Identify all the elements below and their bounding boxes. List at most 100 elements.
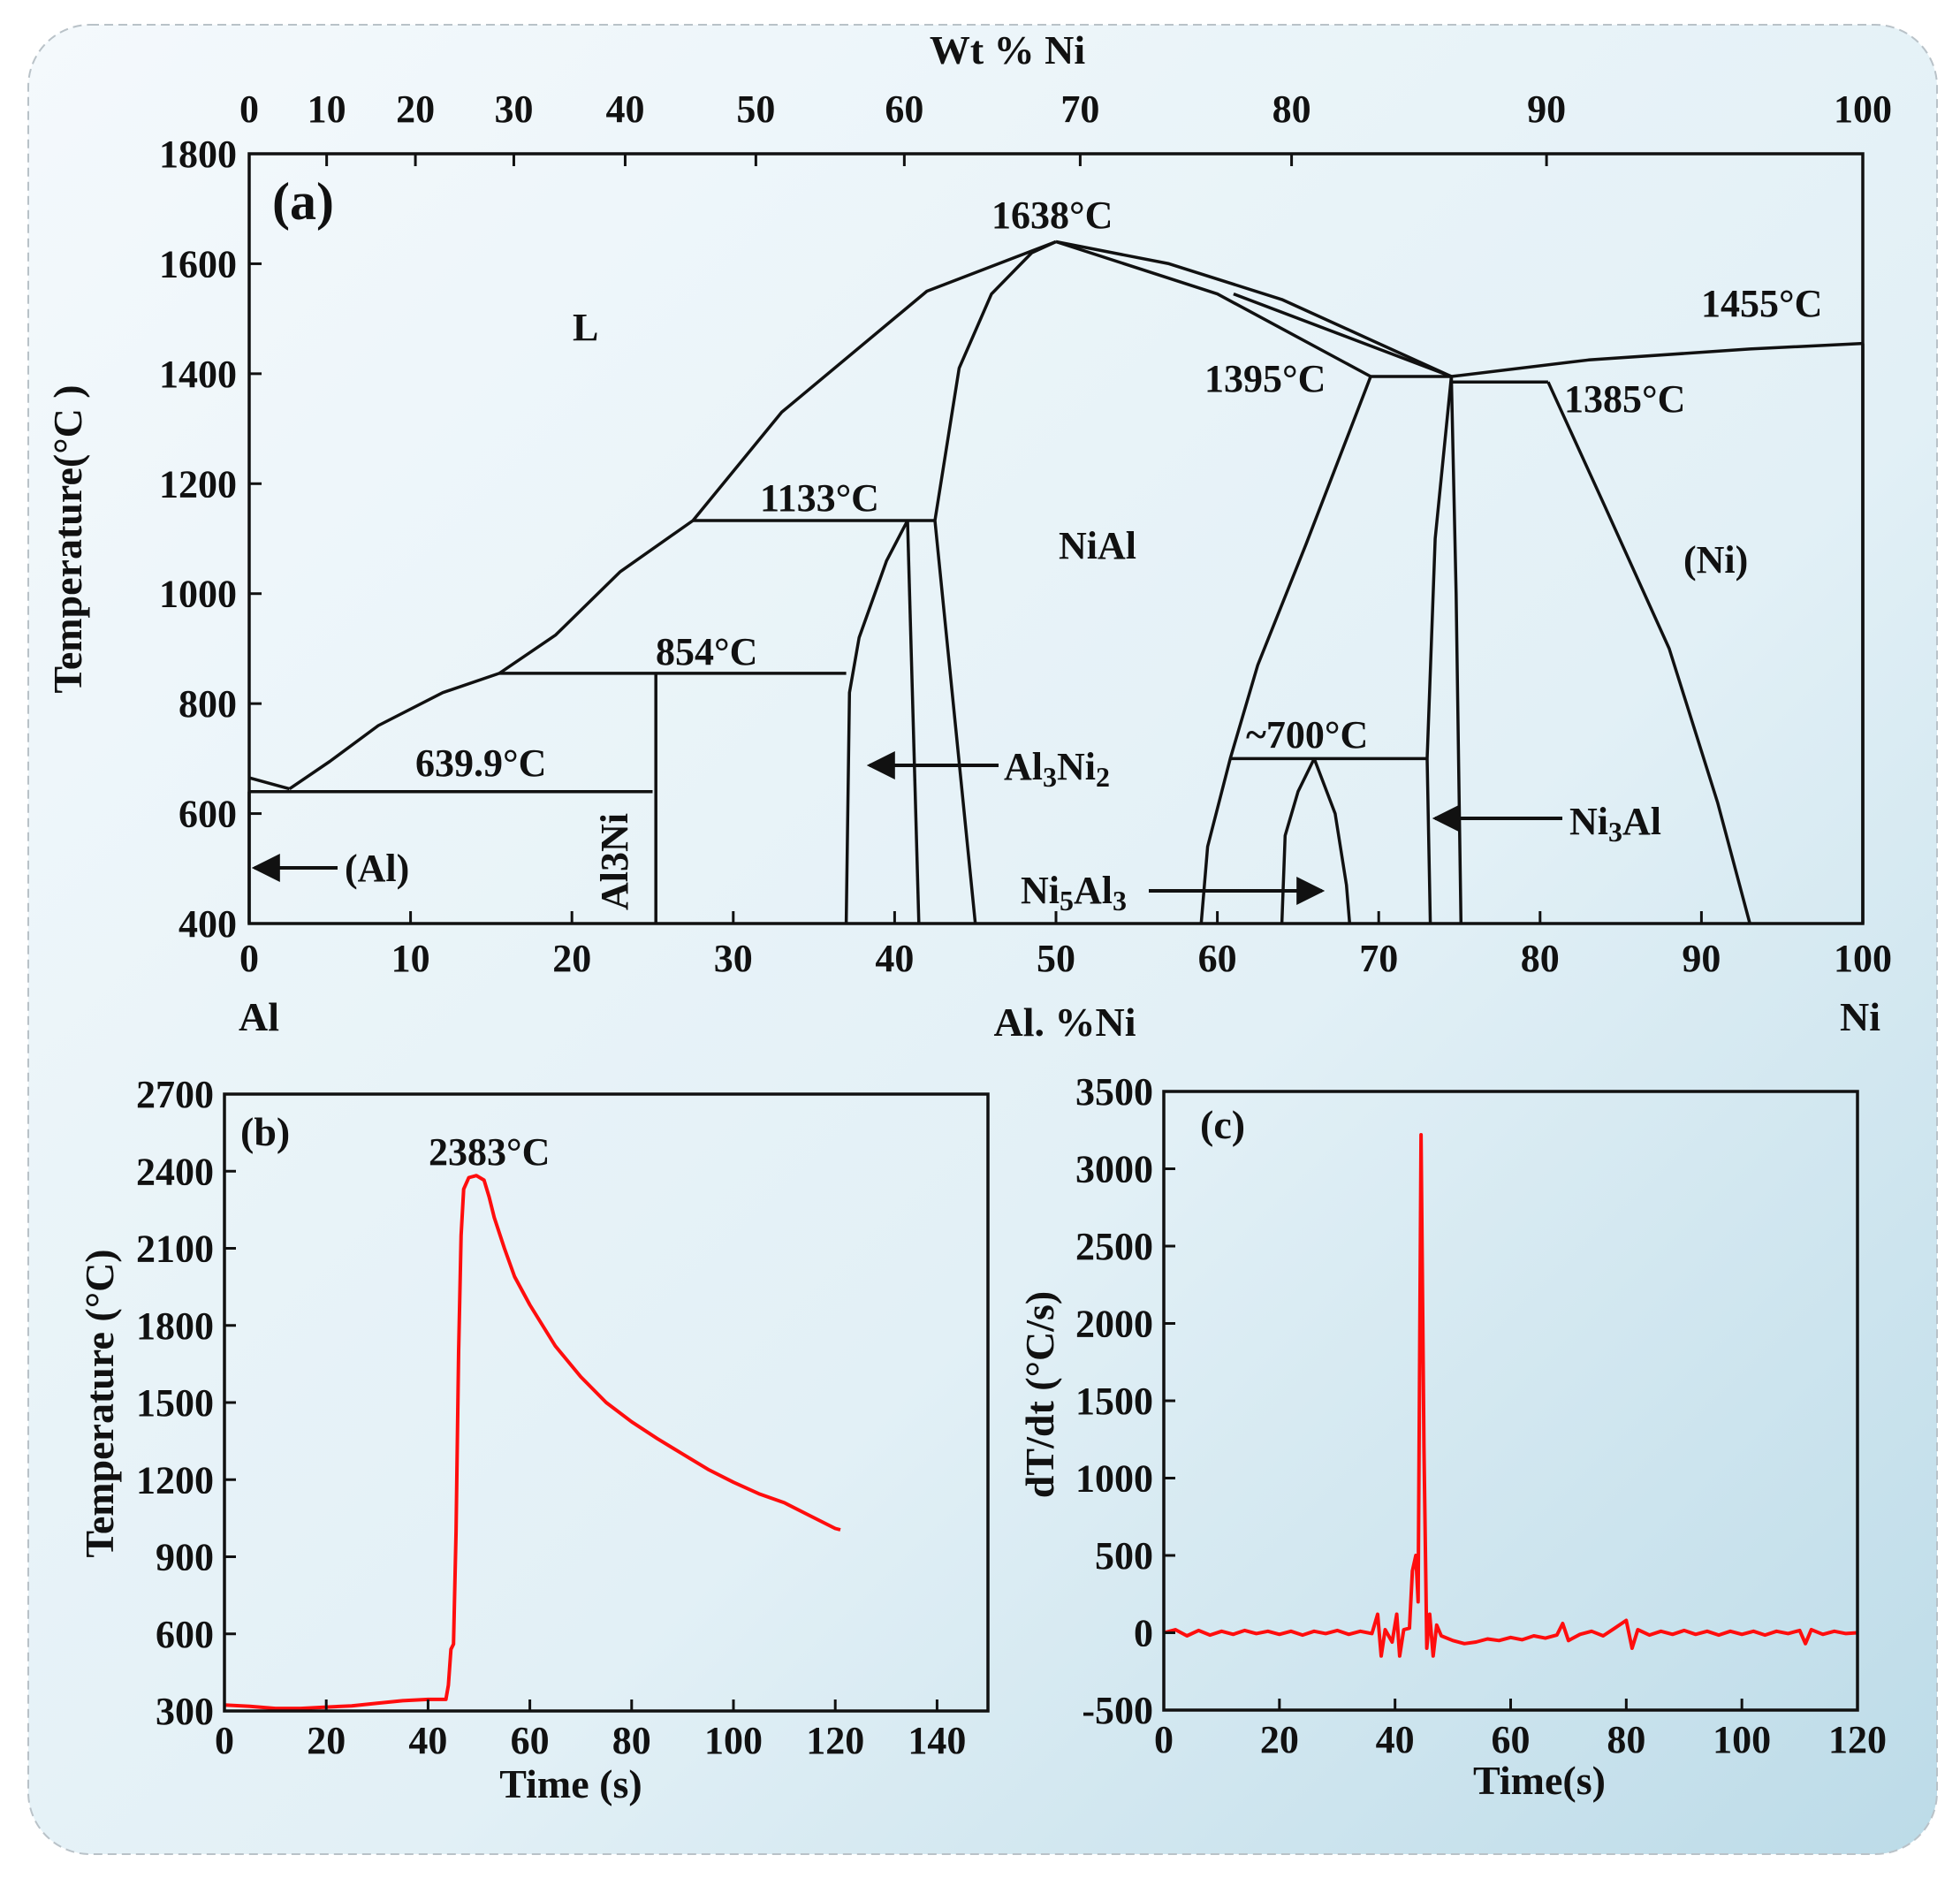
top-tick-label: 20 bbox=[396, 87, 435, 131]
x-axis-end-label-ni: Ni bbox=[1840, 994, 1880, 1039]
annotation-1133: 1133°C bbox=[760, 476, 879, 520]
heating-rate-curve-group bbox=[1163, 1133, 1858, 1658]
y-tick-label: 400 bbox=[179, 902, 237, 946]
y-tick-label: 1800 bbox=[136, 1304, 214, 1348]
y-tick-label: 800 bbox=[179, 682, 237, 726]
y-tick-label: 1500 bbox=[136, 1381, 214, 1425]
phase-label-liquid: L bbox=[573, 306, 598, 349]
panel-label-a: (a) bbox=[272, 172, 334, 231]
series-ni3al-peritectic-line bbox=[1233, 292, 1453, 378]
peak-annotation: 2383°C bbox=[429, 1130, 550, 1174]
y-tick-label: 1200 bbox=[159, 462, 237, 506]
y-tick-label: 1400 bbox=[159, 353, 237, 396]
x-tick-label: 70 bbox=[1359, 937, 1398, 980]
figure-background bbox=[27, 24, 1938, 1855]
y-axis-title: Temperature (°C) bbox=[77, 1249, 122, 1557]
top-tick-label: 100 bbox=[1834, 87, 1892, 131]
panel-label-b: (b) bbox=[240, 1109, 290, 1154]
x-tick-label: 50 bbox=[1037, 937, 1075, 980]
panel-label-c: (c) bbox=[1200, 1102, 1245, 1147]
phase-label-ni5al3: Ni5Al3 bbox=[1021, 869, 1127, 916]
x-axis-end-label-al: Al bbox=[239, 994, 279, 1039]
y-tick-label: 2100 bbox=[136, 1228, 214, 1271]
series-al3ni2-right bbox=[906, 520, 921, 924]
x-tick-label: 80 bbox=[612, 1719, 651, 1762]
annotation-854: 854°C bbox=[656, 630, 757, 673]
x-tick-label: 140 bbox=[908, 1719, 966, 1762]
top-axis-ticks: 0 10 20 30 40 50 60 70 80 90 100 bbox=[239, 87, 1892, 166]
top-tick-label: 70 bbox=[1060, 87, 1099, 131]
series-liquidus-ni-rich bbox=[1055, 240, 1453, 378]
series-ni5al3-left bbox=[1280, 757, 1316, 924]
series-nial-right-boundary bbox=[1199, 376, 1372, 924]
top-tick-label: 60 bbox=[885, 87, 923, 131]
series-al3ni2-left bbox=[844, 520, 909, 924]
annotation-639-9: 639.9°C bbox=[415, 741, 546, 785]
series-temperature bbox=[224, 1174, 841, 1711]
phase-label-nial: NiAl bbox=[1059, 524, 1136, 567]
x-tick-label: 60 bbox=[511, 1719, 550, 1762]
y-tick-label: 3000 bbox=[1075, 1148, 1153, 1191]
x-tick-label: 80 bbox=[1521, 937, 1560, 980]
annotation-1638: 1638°C bbox=[991, 194, 1113, 237]
x-axis-ticks: 0 20 40 60 80 100 120 140 bbox=[215, 1699, 966, 1762]
y-tick-label: 1200 bbox=[136, 1458, 214, 1502]
top-tick-label: 50 bbox=[736, 87, 775, 131]
series-liquidus-al-side bbox=[288, 672, 500, 791]
y-axis-title: Temperature(°C ) bbox=[45, 384, 90, 693]
y-tick-label: 600 bbox=[179, 793, 237, 836]
x-tick-label: 0 bbox=[1154, 1718, 1174, 1761]
top-tick-label: 40 bbox=[605, 87, 644, 131]
y-tick-label: 300 bbox=[156, 1690, 214, 1733]
x-tick-label: 90 bbox=[1682, 937, 1721, 980]
x-tick-label: 40 bbox=[408, 1719, 447, 1762]
x-tick-label: 100 bbox=[704, 1719, 763, 1762]
x-tick-label: 20 bbox=[307, 1719, 346, 1762]
x-axis-title: Time (s) bbox=[499, 1761, 642, 1806]
x-tick-label: 0 bbox=[215, 1719, 234, 1762]
series-nial-solidus-right bbox=[1055, 240, 1371, 378]
series-liquidus-ni bbox=[1451, 341, 1864, 378]
phase-label-ni: (Ni) bbox=[1683, 538, 1748, 582]
top-tick-label: 90 bbox=[1527, 87, 1566, 131]
y-tick-label: 2500 bbox=[1075, 1225, 1153, 1268]
y-tick-label: 3500 bbox=[1075, 1070, 1153, 1114]
annotation-700: ~700°C bbox=[1246, 713, 1368, 757]
x-tick-label: 120 bbox=[806, 1719, 864, 1762]
heating-rate-panel: 0 20 40 60 80 100 120 -50005001000150020002500… bbox=[1017, 1070, 1887, 1803]
y-tick-label: 900 bbox=[156, 1536, 214, 1579]
top-tick-label: 10 bbox=[308, 87, 346, 131]
x-axis-title: Al. %Ni bbox=[994, 1000, 1136, 1045]
y-axis-ticks: 400 600 800 1000 1200 1400 1600 1800 bbox=[159, 133, 262, 946]
x-tick-label: 100 bbox=[1713, 1718, 1771, 1761]
x-tick-label: 10 bbox=[391, 937, 430, 980]
temperature-time-panel: 0 20 40 60 80 100 120 140 300 600 900 1200 1500 1800… bbox=[77, 1073, 990, 1806]
series-ni3al-left bbox=[1425, 376, 1454, 924]
y-tick-label: 1000 bbox=[1075, 1457, 1153, 1501]
x-axis-ticks: 0 10 20 30 40 50 60 70 80 90 100 bbox=[239, 911, 1892, 980]
y-axis-ticks: -500 0 500 1000 1500 2000 2500 3000 3500 bbox=[1075, 1070, 1175, 1732]
y-tick-label: 2700 bbox=[136, 1073, 214, 1116]
top-tick-label: 80 bbox=[1272, 87, 1311, 131]
series-ni-solvus bbox=[1546, 381, 1751, 924]
top-axis-title: Wt % Ni bbox=[930, 27, 1086, 72]
x-tick-label: 60 bbox=[1198, 937, 1237, 980]
x-tick-label: 60 bbox=[1492, 1718, 1531, 1761]
y-tick-label: -500 bbox=[1082, 1689, 1153, 1732]
annotation-1455: 1455°C bbox=[1701, 282, 1822, 325]
x-tick-label: 20 bbox=[1260, 1718, 1299, 1761]
top-tick-label: 30 bbox=[494, 87, 533, 131]
x-tick-label: 40 bbox=[1376, 1718, 1415, 1761]
series-ni5al3-right bbox=[1312, 757, 1352, 924]
x-tick-label: 30 bbox=[714, 937, 753, 980]
series-nial-solidus-left bbox=[933, 240, 1057, 521]
series-dT/dt bbox=[1163, 1133, 1858, 1658]
annotation-1395: 1395°C bbox=[1204, 357, 1326, 400]
y-tick-label: 0 bbox=[1134, 1612, 1153, 1655]
series-liquidus-al3ni bbox=[498, 519, 695, 675]
y-axis-title: dT/dt (°C/s) bbox=[1017, 1291, 1062, 1498]
phase-label-al3ni2: Al3Ni2 bbox=[1004, 745, 1110, 793]
series-liquidus-left-edge bbox=[248, 776, 291, 791]
temperature-curve-group bbox=[224, 1174, 841, 1711]
